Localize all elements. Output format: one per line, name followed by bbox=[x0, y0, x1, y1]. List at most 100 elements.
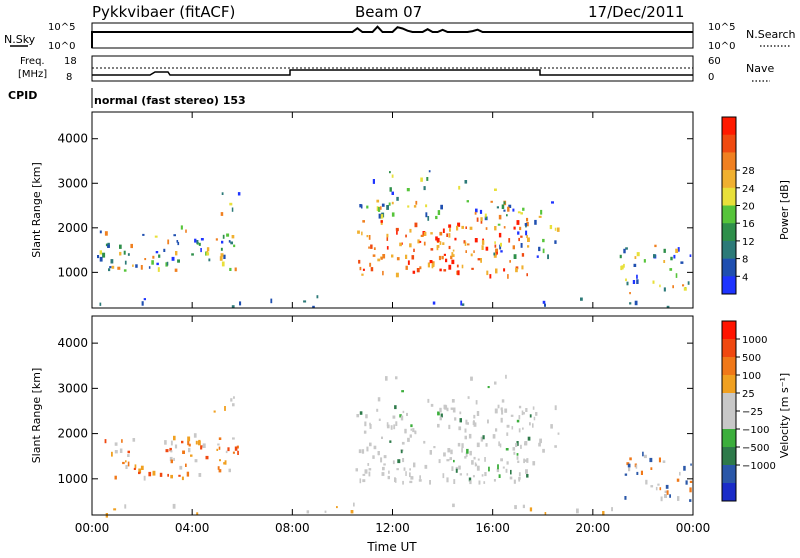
echo-cell bbox=[175, 251, 178, 256]
colorbar-segment bbox=[722, 339, 736, 358]
echo-cell bbox=[381, 436, 383, 439]
echo-cell bbox=[324, 510, 327, 513]
echo-cell bbox=[464, 428, 467, 433]
echo-cell bbox=[516, 419, 520, 423]
echo-cell bbox=[527, 436, 531, 441]
echo-cell bbox=[403, 467, 406, 471]
echo-cell bbox=[518, 476, 521, 480]
echo-cell bbox=[485, 227, 488, 230]
echo-cell bbox=[405, 234, 407, 238]
echo-cell bbox=[636, 471, 639, 475]
echo-cell bbox=[521, 410, 524, 416]
echo-cell bbox=[500, 417, 503, 423]
echo-cell bbox=[188, 447, 191, 453]
echo-cell bbox=[524, 442, 527, 446]
echo-cell bbox=[505, 448, 509, 451]
echo-cell bbox=[480, 217, 483, 222]
echo-cell bbox=[625, 247, 628, 250]
echo-cell bbox=[151, 260, 154, 265]
x-tick-label: 12:00 bbox=[375, 521, 410, 535]
echo-cell bbox=[389, 440, 392, 443]
echo-cell bbox=[517, 460, 520, 463]
echo-cell bbox=[476, 442, 480, 448]
echo-cell bbox=[467, 396, 470, 399]
echo-cell bbox=[518, 472, 521, 477]
echo-cell bbox=[127, 450, 130, 454]
echo-cell bbox=[506, 214, 508, 217]
echo-cell bbox=[507, 206, 510, 212]
echo-cell bbox=[447, 448, 451, 453]
echo-cell bbox=[125, 465, 128, 469]
echo-cell bbox=[496, 250, 498, 255]
echo-cell bbox=[200, 445, 203, 450]
echo-cell bbox=[376, 199, 380, 203]
echo-cell bbox=[442, 473, 445, 479]
echo-cell bbox=[440, 413, 443, 418]
nsearch-label: N.Search bbox=[746, 28, 796, 41]
echo-cell bbox=[187, 436, 191, 442]
echo-cell bbox=[419, 266, 422, 270]
echo-cell bbox=[498, 441, 500, 447]
echo-cell bbox=[687, 281, 690, 285]
echo-cell bbox=[519, 226, 522, 231]
echo-cell bbox=[394, 477, 396, 483]
echo-cell bbox=[388, 202, 391, 206]
echo-cell bbox=[451, 252, 454, 257]
echo-cell bbox=[513, 451, 516, 455]
echo-cell bbox=[397, 459, 401, 464]
echo-cell bbox=[689, 487, 692, 493]
echo-cell bbox=[515, 267, 518, 273]
echo-cell bbox=[419, 475, 421, 479]
echo-cell bbox=[181, 440, 184, 444]
echo-cell bbox=[386, 237, 389, 241]
echo-cell bbox=[514, 505, 517, 510]
cpid-text: normal (fast stereo) 153 bbox=[94, 94, 246, 107]
echo-cell bbox=[524, 459, 528, 462]
echo-cell bbox=[640, 470, 643, 475]
echo-cell bbox=[663, 248, 666, 253]
echo-cell bbox=[154, 235, 158, 238]
echo-cell bbox=[219, 459, 221, 462]
echo-cell bbox=[396, 230, 398, 235]
echo-cell bbox=[542, 248, 545, 254]
panel-frame bbox=[91, 111, 694, 309]
echo-cell bbox=[159, 472, 163, 477]
echo-cell bbox=[368, 235, 371, 240]
echo-cell bbox=[517, 231, 520, 235]
echo-cell bbox=[169, 456, 173, 462]
echo-cell bbox=[512, 245, 515, 250]
echo-cell bbox=[429, 450, 432, 455]
echo-cell bbox=[475, 400, 478, 405]
echo-cell bbox=[381, 472, 385, 476]
x-tick-label: 00:00 bbox=[75, 521, 110, 535]
echo-cell bbox=[481, 474, 484, 477]
echo-cell bbox=[104, 231, 108, 236]
echo-cell bbox=[655, 486, 658, 491]
x-tick-label: 00:00 bbox=[676, 521, 711, 535]
echo-cell bbox=[152, 470, 156, 476]
echo-cell bbox=[176, 240, 179, 243]
echo-cell bbox=[169, 447, 172, 452]
echo-cell bbox=[361, 273, 364, 276]
echo-cell bbox=[231, 207, 234, 212]
echo-cell bbox=[456, 225, 459, 231]
colorbar-segment bbox=[722, 205, 736, 224]
echo-cell bbox=[627, 463, 631, 468]
echo-cell bbox=[448, 264, 452, 270]
echo-cell bbox=[130, 243, 133, 249]
echo-cell bbox=[501, 204, 505, 209]
echo-cell bbox=[480, 258, 482, 263]
echo-cell bbox=[414, 222, 418, 228]
freq-units: [MHz] bbox=[18, 69, 47, 80]
echo-cell bbox=[423, 440, 426, 444]
echo-cell bbox=[423, 186, 426, 191]
echo-cell bbox=[663, 287, 666, 292]
echo-cell bbox=[230, 241, 233, 245]
echo-cell bbox=[196, 512, 199, 515]
echo-cell bbox=[500, 407, 503, 411]
echo-cell bbox=[223, 462, 227, 465]
echo-cell bbox=[206, 252, 210, 256]
echo-cell bbox=[222, 234, 225, 239]
echo-cell bbox=[373, 247, 376, 250]
echo-cell bbox=[463, 240, 466, 244]
